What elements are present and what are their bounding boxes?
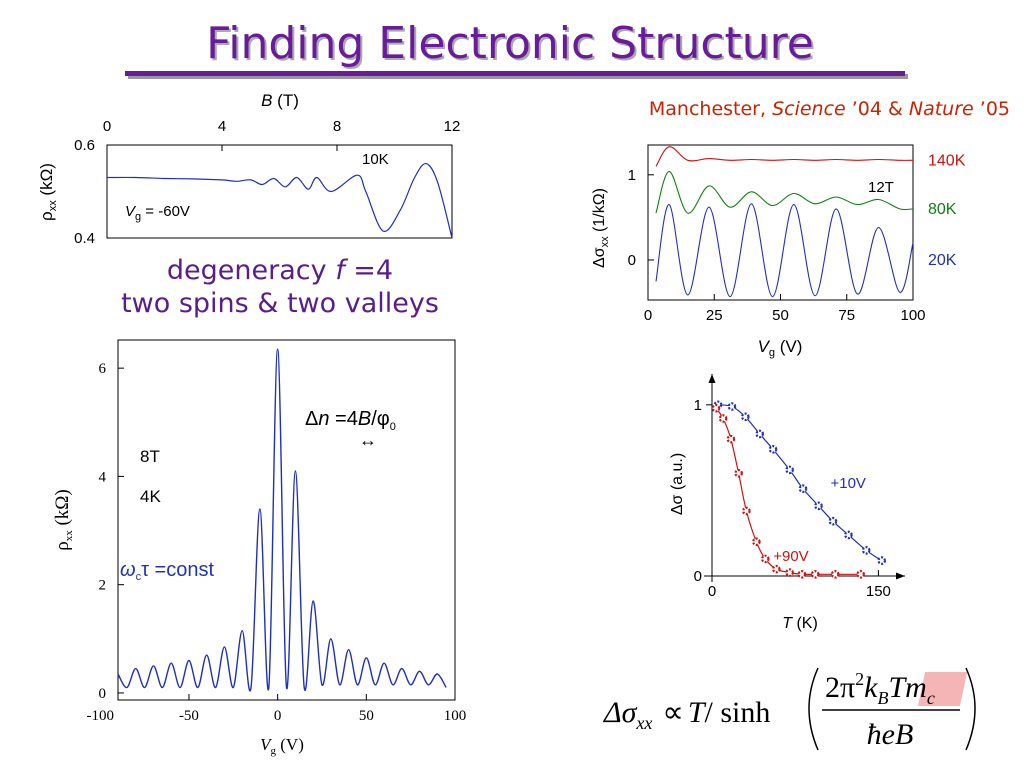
data-point [718,414,728,423]
y-tick-label: 1 [694,397,702,414]
annotation: Vg = -60V [125,203,190,223]
formula-lhs: Δσxx ∝ T/ sinh [603,696,770,733]
degeneracy: degeneracy f =4 [167,255,393,286]
title-shadow: Finding Electronic Structure [208,20,816,71]
y-tick-label: 0 [694,568,702,585]
y-axis-label: Δσ (a.u.) [669,453,686,515]
series-line [655,146,914,167]
x-tick-label: 12 [444,118,461,135]
x-tick-label: 0 [644,307,652,324]
data-point [760,554,770,564]
data-point [785,465,794,475]
y-axis-label: ρxx (kΩ) [37,163,59,221]
data-point [752,537,761,547]
title-rule [125,71,905,76]
annotation: 4K [140,487,161,506]
x-axis-label: Vg (V) [758,337,803,359]
data-point [797,569,807,579]
annotation: 12T [868,179,894,196]
x-tick-label: 100 [900,307,925,324]
paren [808,667,819,751]
legend-label: +10V [830,475,865,492]
data-point [798,484,808,493]
x-tick-label: 0 [708,583,716,600]
series-line [655,170,914,214]
y-axis-label: ρxx (kΩ) [52,489,75,551]
data-point [742,506,751,516]
legend-label: 80K [928,201,957,218]
x-tick-label: 4 [218,118,226,135]
y-tick-label: 0 [99,686,107,702]
x-tick-label: 25 [706,307,723,324]
data-point [877,556,887,565]
plot-frame [106,144,453,239]
plot-frame [117,339,456,701]
annotation: ↔ [359,430,377,450]
x-tick-label: 50 [772,307,789,324]
annotation: Δn =4B/φ0 [305,408,396,433]
x-axis-label: B (T) [261,91,299,110]
paren [965,667,976,751]
data-point [740,412,750,422]
title-rule-shadow [128,74,908,79]
x-tick-label: 75 [838,307,855,324]
y-tick-label: 0.4 [74,230,95,247]
x-tick-label: 100 [444,708,467,724]
data-point [711,403,721,413]
annotation: ωcτ =const [120,559,214,583]
x-tick-label: -50 [179,708,199,724]
data-point [785,568,794,577]
legend-label: 20K [928,252,957,269]
annotation: 8T [140,447,160,466]
x-tick-label: 0 [274,708,282,724]
y-arrow [708,374,716,383]
data-point [830,569,840,579]
data-point [755,429,764,439]
highlight [917,672,968,706]
y-tick-label: 0.6 [74,137,95,154]
data-point [727,402,737,411]
x-arrow [896,572,905,580]
y-tick-label: 1 [628,167,636,184]
data-point [726,434,736,444]
x-tick-label: 150 [866,583,891,600]
y-tick-label: 2 [99,578,107,594]
data-point [814,501,823,511]
degeneracy-note: two spins & two valleys [121,288,439,319]
data-point [844,530,853,540]
y-axis-label: Δσxx (1/kΩ) [591,188,611,268]
data-point [734,468,743,478]
x-axis-label: Vg (V) [260,735,304,757]
data-point [856,569,865,579]
data-point [810,569,820,579]
data-point [768,445,778,454]
citation: Manchester, Science ’04 & Nature ’05 [649,98,1010,120]
series-line [655,203,914,298]
y-tick-label: 0 [628,252,636,269]
formula-denominator: ħeB [867,718,914,751]
x-tick-label: 8 [333,118,341,135]
annotation: 10K [362,151,389,168]
y-tick-label: 4 [99,469,107,485]
data-point [828,516,838,526]
legend-label: 140K [928,152,966,169]
series-line [117,348,447,692]
data-point [861,546,871,555]
series-line [106,162,453,239]
x-tick-label: -100 [87,708,115,724]
x-tick-label: 0 [103,118,111,135]
formula-numerator: 2π2kBTmc [825,669,935,708]
x-tick-label: 50 [359,708,374,724]
y-tick-label: 6 [99,361,107,377]
legend-label: +90V [773,548,808,565]
data-point [772,564,781,574]
slide-title: Finding Electronic Structure [206,18,814,69]
x-axis-label: T (K) [782,615,818,632]
